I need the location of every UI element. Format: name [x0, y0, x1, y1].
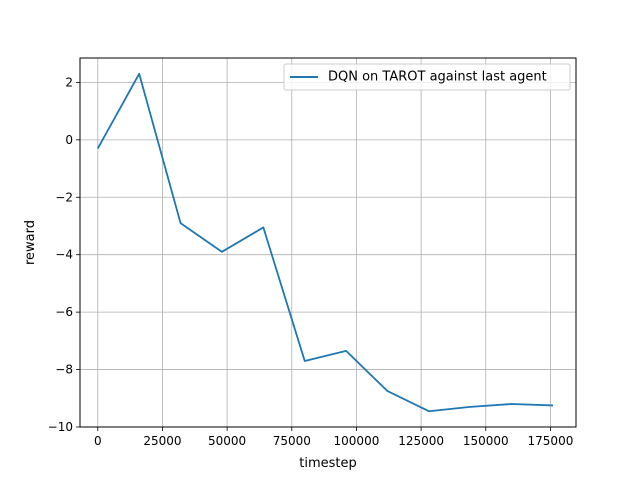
legend: DQN on TAROT against last agent [283, 63, 571, 91]
y-tick-label: 0 [65, 133, 73, 147]
y-axis-label: reward [23, 220, 38, 265]
x-axis-label: timestep [299, 456, 357, 471]
y-tick-label: −10 [48, 420, 73, 434]
x-tick-label: 0 [94, 434, 102, 448]
legend-box [283, 63, 571, 91]
x-tick-label: 50000 [208, 434, 246, 448]
plot-frame [79, 57, 577, 428]
y-tick-label: −8 [55, 363, 73, 377]
x-tick-label: 125000 [398, 434, 444, 448]
y-tick-label: −2 [55, 190, 73, 204]
x-tick-label: 25000 [143, 434, 181, 448]
x-tick-label: 75000 [273, 434, 311, 448]
y-tick-label: −6 [55, 305, 73, 319]
x-tick-label: 175000 [528, 434, 574, 448]
y-tick-label: −4 [55, 248, 73, 262]
ticks: 0 25000 50000 75000 100000 125000 150000 175000… [48, 75, 574, 448]
series-layer [97, 72, 554, 413]
y-tick-label: 2 [65, 75, 73, 89]
series-line [97, 72, 554, 413]
x-tick-label: 150000 [463, 434, 509, 448]
x-tick-label: 100000 [334, 434, 380, 448]
legend-label: DQN on TAROT against last agent [328, 70, 547, 85]
